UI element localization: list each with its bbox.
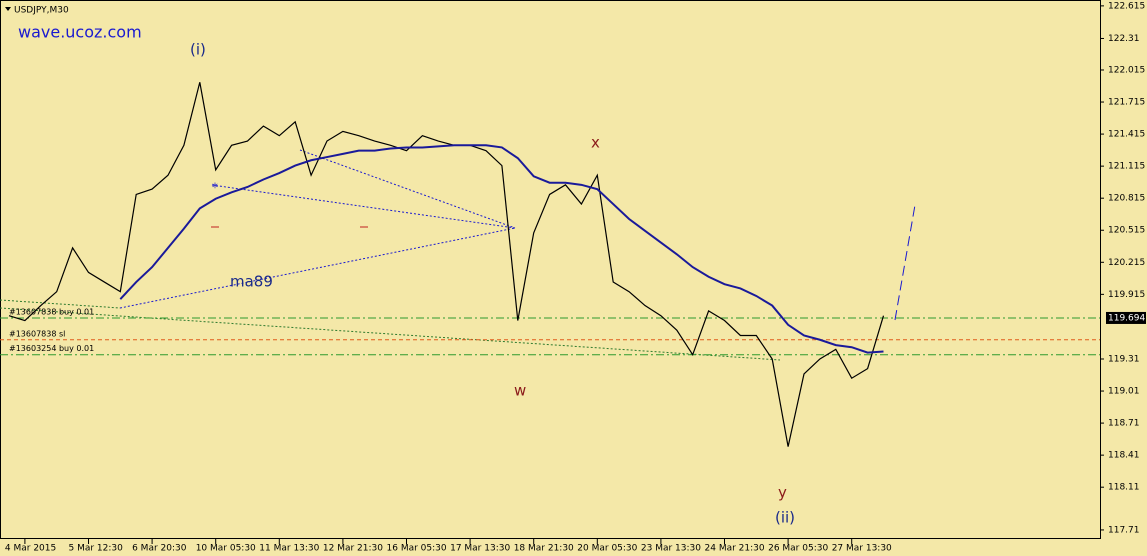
y-tick-label: 118.71 — [1108, 419, 1140, 429]
y-tick-label: 118.41 — [1108, 451, 1140, 461]
chart-title: USDJPY,M30 — [14, 6, 69, 16]
y-tick-label: 122.015 — [1108, 65, 1145, 75]
price-line — [8, 82, 885, 447]
marker: * — [212, 181, 218, 195]
wave-annotation: ma89 — [230, 273, 273, 291]
wave-annotation: x — [591, 134, 600, 152]
title-icon — [5, 7, 11, 11]
y-tick-label: 121.415 — [1108, 130, 1145, 140]
order-label: #13607838 buy 0.01 — [9, 307, 94, 316]
wave-annotation: (i) — [190, 41, 206, 59]
x-tick-label: 10 Mar 05:30 — [196, 544, 256, 554]
trend-line — [0, 299, 121, 309]
projection-line — [894, 204, 916, 321]
order-label: #13603254 buy 0.01 — [9, 344, 94, 353]
x-tick-label: 16 Mar 05:30 — [387, 544, 447, 554]
y-tick-label: 119.01 — [1108, 387, 1140, 397]
x-tick-label: 20 Mar 05:30 — [577, 544, 637, 554]
y-tick-label: 122.31 — [1108, 34, 1140, 44]
y-tick-label: 121.115 — [1108, 162, 1145, 172]
x-tick-label: 6 Mar 20:30 — [132, 544, 187, 554]
x-tick-label: 12 Mar 21:30 — [323, 544, 383, 554]
x-tick-label: 11 Mar 13:30 — [259, 544, 319, 554]
x-tick-label: 23 Mar 13:30 — [641, 544, 701, 554]
y-tick-label: 118.11 — [1108, 483, 1140, 493]
y-tick-label: 117.71 — [1108, 525, 1140, 535]
trend-line — [119, 227, 516, 309]
y-tick-label: 122.615 — [1108, 1, 1145, 11]
x-tick-label: 26 Mar 05:30 — [768, 544, 828, 554]
y-tick-label: 119.915 — [1108, 290, 1145, 300]
x-tick-label: 5 Mar 12:30 — [69, 544, 124, 554]
price-box — [1106, 311, 1146, 324]
y-tick-label: 121.715 — [1108, 98, 1145, 108]
y-tick-label: 119.31 — [1108, 354, 1140, 364]
trend-line — [211, 184, 516, 229]
x-tick-label: 27 Mar 13:30 — [832, 544, 892, 554]
moving-average — [119, 144, 884, 354]
wave-annotation: wave.ucoz.com — [18, 23, 142, 42]
wave-annotation: y — [778, 484, 787, 502]
plot-frame — [0, 0, 1101, 539]
x-tick-label: 4 Mar 2015 — [5, 544, 56, 554]
price-label: 119.694 — [1108, 313, 1145, 323]
y-tick-label: 120.515 — [1108, 226, 1145, 236]
y-tick-label: 120.215 — [1108, 258, 1145, 268]
order-label: #13607838 sl — [9, 329, 65, 338]
wave-annotation: w — [514, 382, 526, 400]
x-tick-label: 18 Mar 21:30 — [514, 544, 574, 554]
wave-annotation: (ii) — [775, 509, 795, 527]
x-tick-label: 17 Mar 13:30 — [450, 544, 510, 554]
x-tick-label: 24 Mar 21:30 — [705, 544, 765, 554]
y-tick-label: 120.815 — [1108, 194, 1145, 204]
